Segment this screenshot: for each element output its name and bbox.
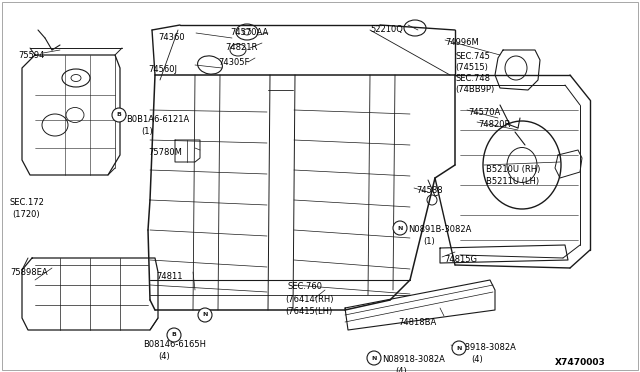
Text: SEC.172: SEC.172 [10, 198, 45, 207]
Circle shape [452, 341, 466, 355]
Text: SEC.760: SEC.760 [288, 282, 323, 291]
Text: B0B1A6-6121A: B0B1A6-6121A [126, 115, 189, 124]
Circle shape [167, 328, 181, 342]
Text: B: B [116, 112, 122, 118]
Text: N08918-3082A: N08918-3082A [453, 343, 516, 352]
Text: (4): (4) [395, 367, 407, 372]
Text: SEC.745: SEC.745 [455, 52, 490, 61]
Text: 74820R: 74820R [478, 120, 510, 129]
Text: X7470003: X7470003 [555, 358, 605, 367]
Text: B5211U (LH): B5211U (LH) [486, 177, 539, 186]
Text: (1720): (1720) [12, 210, 40, 219]
Text: 75780M: 75780M [148, 148, 182, 157]
Text: B: B [172, 333, 177, 337]
Text: 75898EA: 75898EA [10, 268, 47, 277]
Text: (4): (4) [471, 355, 483, 364]
Text: 74570A: 74570A [468, 108, 500, 117]
Text: 74560J: 74560J [148, 65, 177, 74]
Text: (76415(LH): (76415(LH) [285, 307, 332, 316]
Text: N: N [202, 312, 208, 317]
Text: B5210U (RH): B5210U (RH) [486, 165, 540, 174]
Text: 74360: 74360 [158, 33, 184, 42]
Text: N: N [397, 225, 403, 231]
Text: 74821R: 74821R [225, 43, 257, 52]
Text: (1): (1) [423, 237, 435, 246]
Text: 52210Q: 52210Q [370, 25, 403, 34]
Text: (74515): (74515) [455, 63, 488, 72]
Text: SEC.748: SEC.748 [455, 74, 490, 83]
Text: N0891B-3082A: N0891B-3082A [408, 225, 472, 234]
Text: 74305F: 74305F [218, 58, 250, 67]
Text: 75594: 75594 [18, 51, 44, 60]
Text: (1): (1) [141, 127, 153, 136]
Text: N: N [371, 356, 377, 360]
Text: 74815G: 74815G [444, 255, 477, 264]
Text: B08146-6165H: B08146-6165H [143, 340, 206, 349]
Circle shape [367, 351, 381, 365]
Text: 74811: 74811 [156, 272, 182, 281]
Text: N08918-3082A: N08918-3082A [382, 355, 445, 364]
Text: 74818BA: 74818BA [398, 318, 436, 327]
Text: (4): (4) [158, 352, 170, 361]
Text: (74BB9P): (74BB9P) [455, 85, 494, 94]
Text: 74588: 74588 [416, 186, 443, 195]
Circle shape [112, 108, 126, 122]
Text: N: N [456, 346, 461, 350]
Circle shape [198, 308, 212, 322]
Text: 74570AA: 74570AA [230, 28, 268, 37]
Text: (76414(RH): (76414(RH) [285, 295, 333, 304]
Circle shape [393, 221, 407, 235]
Text: 74996M: 74996M [445, 38, 479, 47]
